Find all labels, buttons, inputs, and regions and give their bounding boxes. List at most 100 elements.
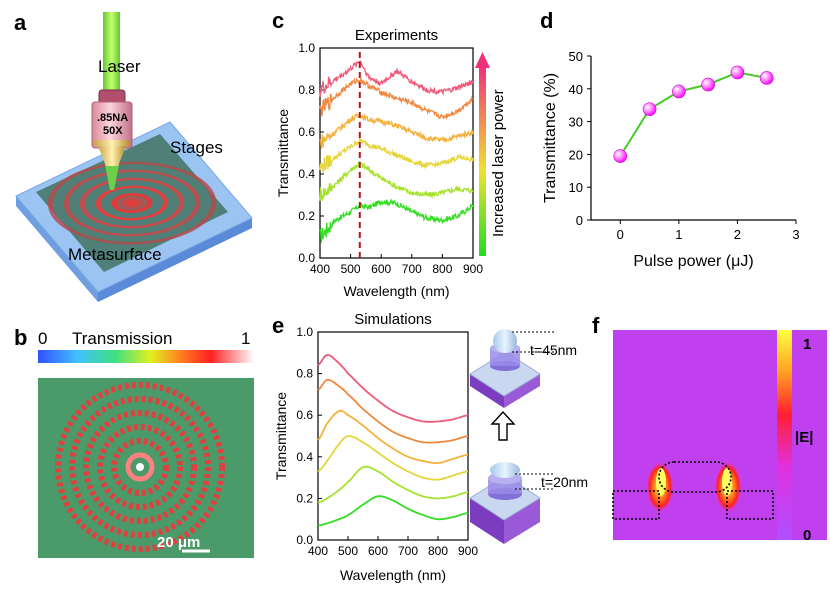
y-tick-label: 0.0	[296, 533, 313, 547]
colorbar-b-max: 1	[241, 329, 250, 348]
label-metasurface: Metasurface	[68, 245, 162, 264]
scale-bar-label: 20 μm	[157, 534, 200, 551]
label-stages: Stages	[170, 138, 223, 157]
structure-45nm: t=45nm	[469, 329, 577, 408]
series-line-4	[319, 112, 474, 149]
x-tick-label: 500	[341, 262, 361, 276]
trend-line	[619, 71, 767, 157]
series-line-6	[317, 353, 469, 423]
x-tick-label: 400	[310, 262, 330, 276]
panel-label-f: f	[592, 313, 600, 338]
nanostructure-outline-top	[658, 461, 732, 493]
colorbar-f-max: 1	[803, 336, 811, 353]
structure-20nm: t=20nm	[469, 462, 588, 544]
data-point	[613, 149, 628, 163]
nanostructure-outline-left	[612, 490, 660, 520]
stage-front	[98, 218, 252, 302]
series-line-1	[319, 197, 474, 243]
series-line-5	[317, 378, 469, 444]
x-tick-label: 700	[402, 262, 422, 276]
y-tick-label: 0.6	[296, 408, 313, 422]
x-tick-label: 600	[368, 544, 388, 558]
objective-tip	[98, 146, 126, 166]
label-objective-na: .85NA	[97, 112, 128, 124]
y-tick-label: 1.0	[298, 41, 315, 55]
thickness-label-45: t=45nm	[530, 342, 577, 358]
transmission-rings	[55, 382, 225, 552]
x-tick-label: 700	[398, 544, 418, 558]
x-axis-label: Wavelength (nm)	[343, 283, 449, 299]
panel-label-a: a	[14, 10, 27, 35]
colorbar-f	[777, 330, 792, 540]
y-tick-label: 0.0	[298, 251, 315, 265]
label-objective-mag: 50X	[103, 125, 123, 137]
chart-experiments: 400 500 600 700 800 900 0.0 0.2 0.4 0.6 0.8 1.0 Wave…	[275, 27, 483, 299]
x-axis-label: Wavelength (nm)	[340, 567, 446, 583]
thickness-label-20: t=20nm	[541, 474, 588, 490]
y-tick-label: 30	[569, 115, 583, 130]
chart-title: Experiments	[355, 27, 438, 44]
y-tick-label: 0.4	[296, 450, 313, 464]
series-line-3	[319, 135, 474, 173]
data-point	[672, 84, 686, 99]
series-line-2	[317, 465, 469, 504]
colorbar-f-label: |E|	[795, 429, 813, 446]
y-tick-label: 0.8	[296, 367, 313, 381]
panel-label-b: b	[14, 325, 27, 350]
y-tick-label: 0	[576, 213, 583, 228]
chart-simulations: 400 500 600 700 800 900 0.0 0.2 0.4 0.6 0.8 1.0 Wave…	[273, 311, 478, 583]
x-tick-label: 400	[308, 544, 328, 558]
y-axis-label: Transmittance	[275, 109, 291, 197]
y-axis-label: Transmittance (%)	[542, 73, 559, 203]
series-line-5	[319, 77, 474, 120]
label-laser: Laser	[98, 57, 141, 76]
x-tick-label: 900	[463, 262, 483, 276]
data-point	[642, 102, 657, 116]
x-tick-label: 3	[792, 227, 799, 242]
panel-b: 0 Transmission 1 20 μm	[38, 329, 254, 558]
plot-frame	[319, 47, 474, 259]
panel-label-c: c	[272, 8, 284, 33]
y-axis-label: Transmittance	[273, 392, 289, 480]
colorbar-f-min: 0	[803, 527, 811, 544]
series-line-6	[319, 60, 474, 97]
laser-beam	[103, 12, 120, 92]
series-line-2	[319, 159, 474, 201]
colorbar-b-title: Transmission	[72, 329, 172, 348]
x-axis-label: Pulse power (μJ)	[633, 253, 753, 270]
colorbar-b-min: 0	[38, 329, 47, 348]
x-tick-label: 600	[371, 262, 391, 276]
y-tick-label: 0.4	[298, 167, 315, 181]
y-tick-label: 0.2	[298, 209, 315, 223]
x-tick-label: 500	[338, 544, 358, 558]
plot-frame	[317, 331, 469, 541]
y-tick-label: 40	[569, 82, 583, 97]
chart-title: Simulations	[354, 311, 432, 328]
x-tick-label: 800	[432, 262, 452, 276]
nanostructure-outline-right	[726, 490, 774, 520]
series-line-1	[317, 495, 469, 527]
structure-arrow	[490, 410, 516, 441]
data-point	[730, 65, 745, 80]
objective-gold-band	[94, 140, 130, 146]
laser-power-arrow	[475, 52, 490, 256]
y-tick-label: 20	[569, 147, 583, 162]
laser-power-annotation: Increased laser power	[490, 89, 507, 237]
x-tick-label: 1	[675, 227, 682, 242]
x-tick-label: 800	[428, 544, 448, 558]
x-tick-label: 900	[458, 544, 478, 558]
x-tick-label: 0	[617, 227, 624, 242]
series-line-3	[317, 435, 469, 481]
x-tick-label: 2	[734, 227, 741, 242]
colorbar-b	[38, 350, 254, 363]
panel-f: 1 |E| 0	[612, 330, 827, 544]
y-tick-label: 10	[569, 180, 583, 195]
data-point	[759, 71, 774, 85]
data-point	[701, 77, 715, 92]
y-tick-label: 0.2	[296, 491, 313, 505]
panel-label-d: d	[540, 8, 553, 33]
y-tick-label: 0.8	[298, 83, 315, 97]
stage-side	[16, 196, 98, 302]
